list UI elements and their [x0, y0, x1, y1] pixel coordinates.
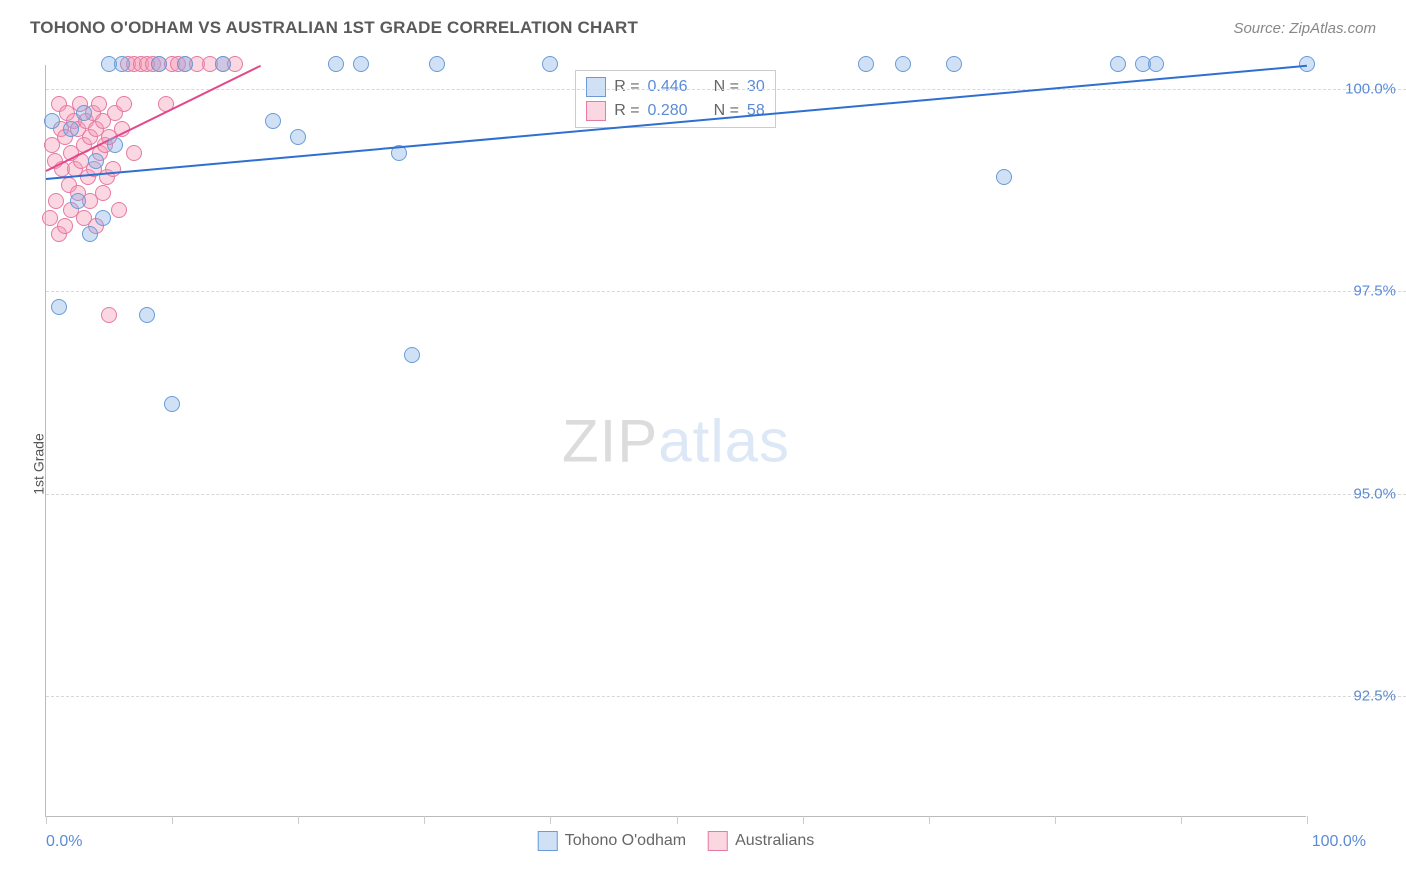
blue-point [88, 153, 104, 169]
stat-r-value-pink: 0.280 [648, 102, 688, 120]
pink-point [111, 202, 127, 218]
blue-point [946, 56, 962, 72]
blue-point [63, 121, 79, 137]
y-tick-label: 100.0% [1345, 81, 1396, 98]
blue-point [151, 56, 167, 72]
stat-row-pink: R = 0.280N = 58 [586, 99, 765, 123]
pink-point [105, 161, 121, 177]
watermark: ZIPatlas [562, 406, 790, 475]
legend-swatch-blue [538, 831, 558, 851]
stat-n-value-blue: 30 [747, 78, 765, 96]
x-tick [424, 816, 425, 824]
blue-point [70, 193, 86, 209]
x-axis-min-label: 0.0% [46, 833, 82, 851]
blue-point [895, 56, 911, 72]
blue-point [265, 113, 281, 129]
chart-header: TOHONO O'ODHAM VS AUSTRALIAN 1ST GRADE C… [30, 18, 1376, 38]
blue-point [215, 56, 231, 72]
pink-point [126, 145, 142, 161]
x-tick [172, 816, 173, 824]
stat-swatch-blue [586, 77, 606, 97]
y-tick-label: 97.5% [1353, 283, 1396, 300]
pink-point [95, 185, 111, 201]
blue-point [328, 56, 344, 72]
blue-point [177, 56, 193, 72]
pink-point [116, 96, 132, 112]
legend-swatch-pink [708, 831, 728, 851]
pink-point [57, 218, 73, 234]
blue-point [542, 56, 558, 72]
blue-point [1299, 56, 1315, 72]
legend-item-blue: Tohono O'odham [538, 831, 686, 851]
blue-point [114, 56, 130, 72]
chart-source: Source: ZipAtlas.com [1233, 20, 1376, 37]
plot-area: ZIPatlas R = 0.446N = 30R = 0.280N = 58 … [45, 65, 1306, 817]
blue-point [44, 113, 60, 129]
blue-point [353, 56, 369, 72]
blue-point [82, 226, 98, 242]
x-tick [1307, 816, 1308, 824]
stat-row-blue: R = 0.446 N = 30 [586, 75, 765, 99]
pink-point [42, 210, 58, 226]
gridline [46, 494, 1406, 495]
watermark-zip: ZIP [562, 407, 658, 474]
legend-label-blue: Tohono O'odham [565, 832, 686, 850]
blue-point [996, 169, 1012, 185]
stat-r-label: R = [614, 78, 639, 96]
legend-label-pink: Australians [735, 832, 814, 850]
x-axis-max-label: 100.0% [1312, 833, 1366, 851]
pink-point [101, 307, 117, 323]
chart-container: 1st Grade ZIPatlas R = 0.446N = 30R = 0.… [0, 55, 1406, 872]
gridline [46, 696, 1406, 697]
legend: Tohono O'odham Australians [538, 831, 815, 851]
x-tick [677, 816, 678, 824]
y-tick-label: 95.0% [1353, 485, 1396, 502]
x-tick [803, 816, 804, 824]
stat-n-value-pink: 58 [747, 102, 765, 120]
blue-point [139, 307, 155, 323]
x-tick [1181, 816, 1182, 824]
watermark-atlas: atlas [658, 407, 790, 474]
chart-title: TOHONO O'ODHAM VS AUSTRALIAN 1ST GRADE C… [30, 18, 638, 38]
x-tick [46, 816, 47, 824]
correlation-stats-box: R = 0.446 N = 30 R = 0.280N = 58 [575, 70, 776, 128]
y-tick-label: 92.5% [1353, 687, 1396, 704]
legend-item-pink: Australians [708, 831, 814, 851]
stat-n-label: N = [714, 78, 739, 96]
blue-point [107, 137, 123, 153]
pink-point [91, 96, 107, 112]
blue-point [164, 396, 180, 412]
x-tick [929, 816, 930, 824]
blue-point [76, 105, 92, 121]
stat-swatch-pink [586, 101, 606, 121]
blue-point [858, 56, 874, 72]
gridline [46, 291, 1406, 292]
x-tick [550, 816, 551, 824]
stat-r-value-blue: 0.446 [648, 78, 688, 96]
stat-r-label: R = [614, 102, 639, 120]
gridline [46, 89, 1406, 90]
blue-point [290, 129, 306, 145]
blue-point [51, 299, 67, 315]
blue-point [95, 210, 111, 226]
x-tick [298, 816, 299, 824]
blue-point [1148, 56, 1164, 72]
pink-point [48, 193, 64, 209]
blue-point [1110, 56, 1126, 72]
x-tick [1055, 816, 1056, 824]
blue-point [429, 56, 445, 72]
blue-point [404, 347, 420, 363]
